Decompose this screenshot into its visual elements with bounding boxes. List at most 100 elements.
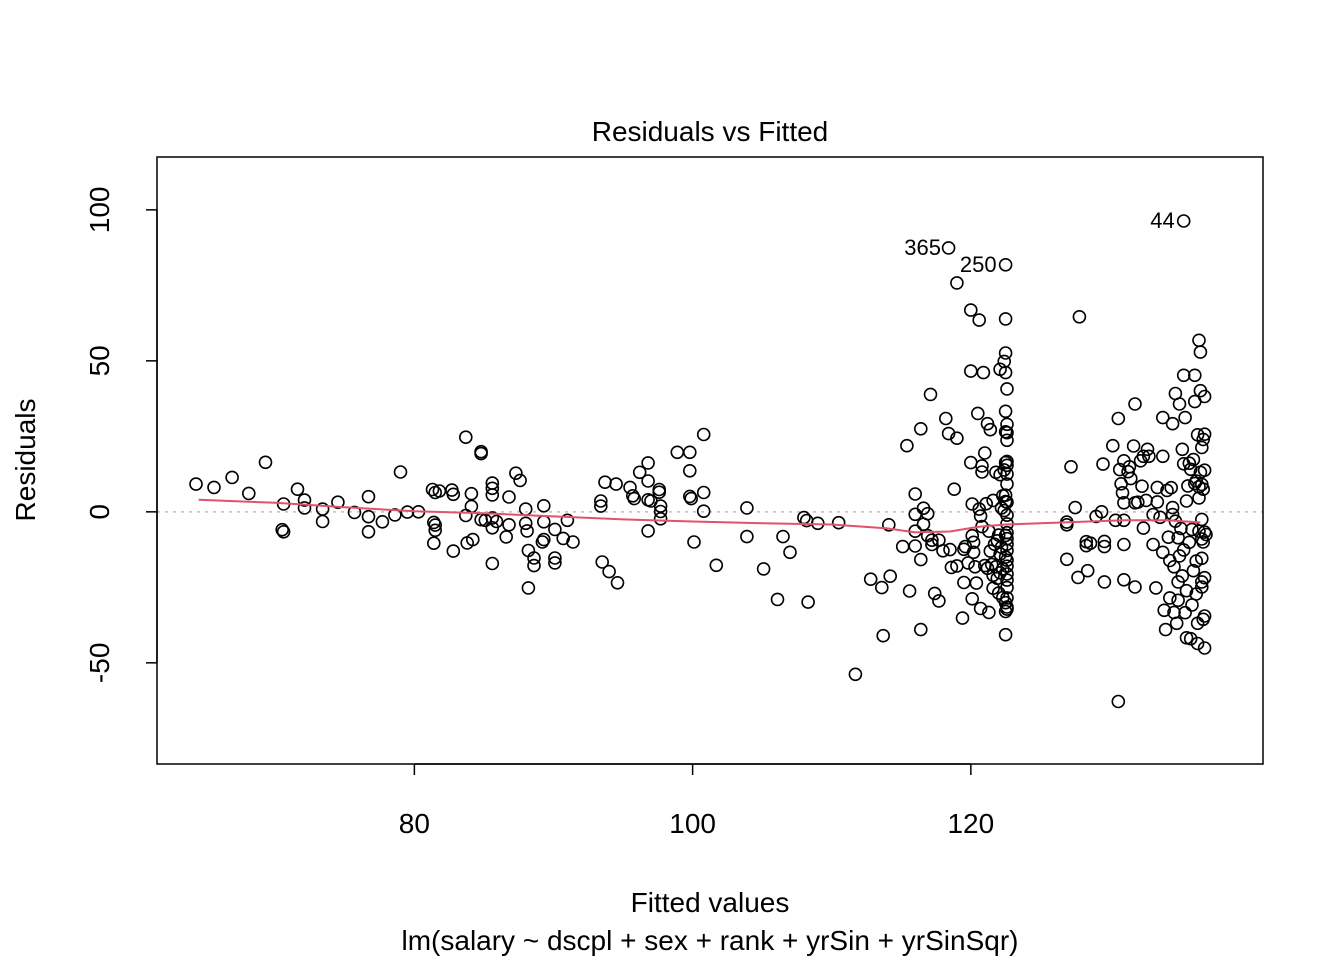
data-point	[975, 459, 989, 473]
data-point	[290, 482, 305, 497]
data-point	[1000, 417, 1014, 432]
data-point	[502, 517, 516, 532]
data-point	[458, 430, 473, 445]
data-point	[756, 562, 771, 576]
data-point	[1106, 438, 1120, 453]
data-point	[1000, 553, 1014, 568]
data-point	[908, 539, 923, 553]
data-point	[207, 480, 221, 495]
data-point	[831, 515, 846, 530]
data-point	[986, 568, 1000, 583]
data-point	[1000, 425, 1014, 440]
data-point	[944, 560, 959, 575]
data-point	[883, 569, 898, 584]
data-point	[1175, 569, 1190, 583]
data-point	[682, 489, 697, 504]
data-point	[979, 496, 994, 511]
plot-frame	[156, 156, 1264, 765]
data-point	[1156, 545, 1170, 560]
data-point	[908, 487, 923, 501]
data-point	[709, 558, 724, 573]
data-point	[609, 477, 623, 491]
data-point	[950, 431, 964, 446]
data-point	[388, 508, 402, 522]
data-point	[965, 528, 980, 543]
data-point	[485, 481, 500, 496]
data-point	[966, 545, 981, 560]
data-point	[973, 601, 988, 616]
data-point	[1097, 539, 1112, 554]
y-axis-label: Residuals	[10, 399, 41, 522]
data-point	[1199, 527, 1213, 542]
data-point	[970, 406, 985, 421]
data-point	[1064, 459, 1078, 474]
data-point	[876, 628, 891, 643]
data-point	[1196, 432, 1210, 447]
data-point	[1149, 581, 1163, 595]
data-point	[1188, 368, 1202, 383]
data-point	[1111, 411, 1126, 426]
data-point	[1117, 537, 1131, 552]
data-point	[1176, 368, 1191, 383]
data-point	[1146, 537, 1160, 552]
data-point	[1176, 214, 1191, 228]
x-axis-label: Fitted values	[631, 887, 790, 918]
data-point	[1190, 636, 1205, 651]
data-point	[980, 416, 995, 431]
data-point	[961, 556, 975, 570]
data-point	[1135, 479, 1149, 494]
data-point	[641, 456, 655, 470]
data-point	[361, 509, 376, 524]
data-point	[998, 257, 1013, 272]
outlier-label: 44	[1150, 208, 1174, 233]
data-point	[1153, 510, 1167, 525]
data-point	[593, 499, 608, 513]
model-formula-subtitle: lm(salary ~ dscpl + sex + rank + yrSin +…	[402, 925, 1019, 956]
data-point	[993, 467, 1007, 482]
data-point	[393, 465, 408, 479]
data-point	[982, 605, 996, 620]
data-point	[1000, 433, 1014, 448]
data-point	[509, 466, 523, 481]
data-point	[242, 486, 256, 501]
data-point	[536, 498, 551, 513]
data-point	[1097, 534, 1112, 549]
data-point	[627, 491, 642, 506]
data-point	[1167, 559, 1181, 574]
data-point	[536, 532, 551, 547]
data-point	[1193, 345, 1208, 359]
data-point	[297, 493, 312, 507]
data-point	[1117, 495, 1131, 510]
data-point	[446, 487, 461, 502]
data-point	[1182, 456, 1197, 471]
data-point	[1080, 563, 1095, 578]
data-point	[925, 533, 939, 548]
data-point	[696, 504, 711, 519]
data-point	[1164, 480, 1178, 495]
data-point	[641, 474, 655, 488]
data-point	[1197, 463, 1212, 478]
x-tick-label: 100	[669, 808, 716, 839]
data-point	[1165, 500, 1180, 515]
data-point	[1000, 531, 1014, 546]
data-point	[920, 506, 935, 521]
data-point	[1156, 410, 1170, 425]
data-point	[489, 514, 504, 529]
data-point	[653, 504, 668, 519]
data-point	[1000, 467, 1014, 481]
data-point	[925, 537, 939, 552]
data-point	[1174, 521, 1188, 536]
data-point	[1195, 551, 1209, 566]
data-point	[1195, 440, 1209, 455]
data-point	[474, 446, 488, 461]
data-point	[776, 529, 790, 544]
data-point	[1178, 605, 1192, 620]
data-point	[998, 365, 1013, 380]
data-point	[1197, 389, 1212, 404]
data-point	[297, 501, 312, 515]
outlier-labels: 44 365 250	[904, 208, 1174, 277]
data-point	[527, 551, 541, 565]
y-tick-label: -50	[84, 643, 115, 683]
data-point	[801, 595, 815, 609]
data-point	[1000, 382, 1014, 396]
